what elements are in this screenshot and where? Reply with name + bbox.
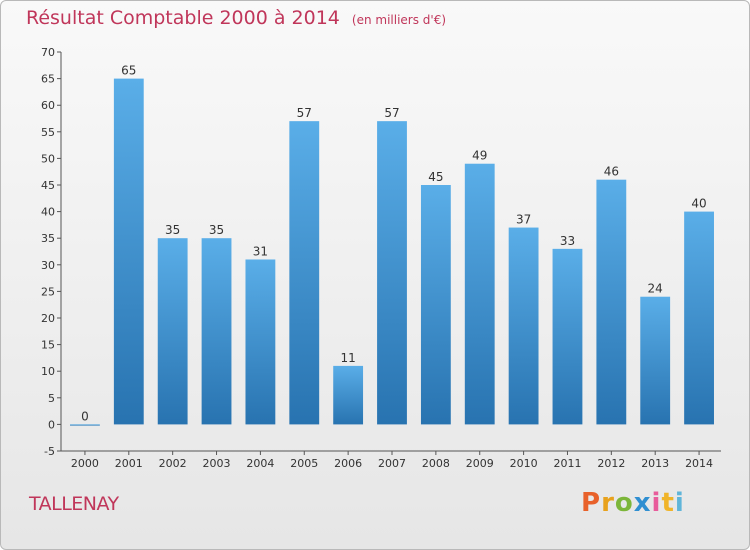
logo-letter: P: [581, 488, 602, 518]
axis-layer: -5 0 5 10 15 20 25 30 35 40 45 50 55 60 65 70 2000 2001 20…: [41, 46, 721, 470]
y-tick-label: 50: [41, 152, 55, 165]
data-label-2001: 65: [121, 64, 136, 78]
y-tick-label: 20: [41, 312, 55, 325]
bar-2012: [596, 179, 627, 425]
bar-2004: [245, 259, 276, 425]
data-label-2007: 57: [384, 106, 399, 120]
bar-2010: [508, 227, 539, 425]
y-tick-label: 55: [41, 126, 55, 139]
y-tick-label: 40: [41, 206, 55, 219]
x-tick-label-2008: 2008: [422, 457, 450, 470]
x-tick-label-2013: 2013: [641, 457, 669, 470]
data-label-2010: 37: [516, 213, 531, 227]
label-layer: 0 65 35 35 31 57 11 57 45 49 37 33 46 24 40: [81, 64, 707, 424]
y-tick-label: -5: [44, 445, 55, 458]
data-label-2009: 49: [472, 149, 487, 163]
bar-layer: [70, 78, 714, 426]
x-tick-label-2005: 2005: [290, 457, 318, 470]
data-label-2011: 33: [560, 234, 575, 248]
bar-2006: [333, 365, 364, 425]
x-tick-label-2009: 2009: [466, 457, 494, 470]
bar-2000: [70, 424, 100, 426]
chart-title-main: Résultat Comptable 2000 à 2014: [26, 7, 340, 29]
town-name: TALLENAY: [29, 493, 119, 515]
y-tick-label: 60: [41, 99, 55, 112]
logo-letter: i: [674, 488, 685, 518]
data-label-2004: 31: [253, 244, 268, 258]
bar-2002: [157, 238, 188, 425]
data-label-2002: 35: [165, 223, 180, 237]
proxiti-logo: Proxiti: [581, 488, 685, 518]
logo-letter: o: [614, 488, 634, 518]
x-tick-label-2012: 2012: [597, 457, 625, 470]
logo-letter: x: [633, 488, 652, 518]
x-tick-label-2006: 2006: [334, 457, 362, 470]
data-label-2000: 0: [81, 409, 89, 423]
x-tick-label-2011: 2011: [553, 457, 581, 470]
bar-2009: [464, 163, 495, 425]
y-tick-label: 65: [41, 73, 55, 86]
data-label-2008: 45: [428, 170, 443, 184]
y-tick-label: 5: [48, 392, 55, 405]
logo-letter: t: [661, 488, 675, 518]
bar-2003: [201, 238, 232, 425]
x-tick-label-2001: 2001: [115, 457, 143, 470]
bar-2007: [377, 121, 407, 425]
x-tick-label-2002: 2002: [159, 457, 187, 470]
logo-letter: r: [601, 488, 615, 518]
bar-2001: [113, 78, 144, 425]
x-tick-label-2014: 2014: [685, 457, 713, 470]
data-label-2006: 11: [340, 351, 355, 365]
data-label-2014: 40: [691, 197, 706, 211]
y-tick-label: 25: [41, 285, 55, 298]
bar-2005: [289, 121, 320, 425]
y-tick-label: 30: [41, 259, 55, 272]
logo-letter: i: [651, 488, 662, 518]
data-label-2003: 35: [209, 223, 224, 237]
x-tick-label-2004: 2004: [246, 457, 274, 470]
y-tick-label: 0: [48, 418, 55, 431]
data-label-2012: 46: [604, 165, 619, 179]
bar-2013: [640, 296, 671, 425]
data-label-2013: 24: [648, 282, 663, 296]
bar-2008: [420, 185, 451, 425]
x-tick-label-2003: 2003: [203, 457, 231, 470]
y-tick-label: 15: [41, 339, 55, 352]
x-tick-label-2010: 2010: [510, 457, 538, 470]
y-tick-label: 70: [41, 46, 55, 59]
chart-title-unit: (en milliers d'€): [351, 13, 447, 27]
data-label-2005: 57: [297, 106, 312, 120]
y-tick-label: 35: [41, 232, 55, 245]
bar-2014: [684, 211, 714, 425]
chart-title: Résultat Comptable 2000 à 2014 (en millie…: [26, 7, 446, 29]
x-tick-label-2000: 2000: [71, 457, 99, 470]
y-tick-label: 10: [41, 365, 55, 378]
bar-2011: [552, 248, 583, 425]
y-tick-label: 45: [41, 179, 55, 192]
x-tick-label-2007: 2007: [378, 457, 406, 470]
